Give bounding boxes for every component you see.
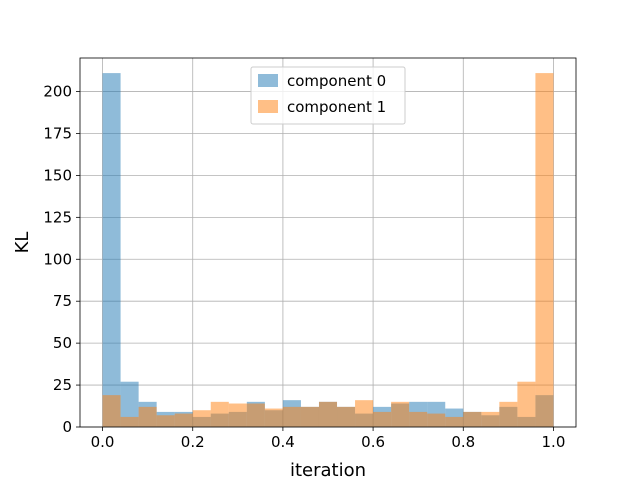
histogram-bar-component-1 [156,415,175,427]
histogram-bar-component-1 [282,406,301,427]
histogram-bar-component-1 [481,411,500,427]
y-tick-label: 150 [43,166,72,184]
histogram-bar-component-1 [264,408,283,427]
histogram-bar-component-1 [373,411,392,427]
histogram-bar-component-1 [174,413,193,427]
histogram-bar-component-1 [391,401,410,427]
axis-ticks: 0.0 0.2 0.4 0.6 0.8 1.0 0 25 50 75 100 125 150 175 200 [43,83,565,451]
x-tick-label: 0.2 [181,433,205,451]
x-tick-label: 0.8 [451,433,475,451]
histogram-bar-component-1 [246,403,265,427]
x-tick-label: 0.0 [91,433,115,451]
histogram-bar-component-0 [120,381,139,427]
histogram-bar-component-1 [120,416,139,427]
y-tick-label: 25 [53,376,72,394]
legend-label: component 0 [287,72,386,90]
histogram-bar-component-1 [318,401,338,427]
histogram-bar-component-1 [427,413,446,427]
histogram-bar-component-1 [210,401,229,427]
y-axis-label: KL [12,232,33,254]
y-tick-label: 200 [43,83,72,101]
x-tick-label: 1.0 [542,433,566,451]
histogram-bar-component-1 [517,381,536,427]
histogram-bar-component-1 [337,406,356,427]
histogram-bar-component-1 [445,416,464,427]
histogram-bar-component-0 [102,73,121,427]
histogram-bars [102,73,554,427]
x-tick-label: 0.6 [361,433,385,451]
histogram-bar-component-1 [300,406,319,427]
y-tick-label: 125 [43,208,72,226]
histogram-bar-component-1 [102,395,121,427]
x-axis-label: iteration [290,460,366,480]
y-tick-label: 175 [43,124,72,142]
legend-swatch [258,74,278,87]
legend-swatch [258,100,278,113]
histogram-bar-component-1 [355,400,374,427]
legend-label: component 1 [287,98,386,116]
histogram-bar-component-1 [409,411,428,427]
x-tick-label: 0.4 [271,433,295,451]
histogram-bar-component-1 [463,411,482,427]
y-tick-label: 100 [43,250,72,268]
legend-box [250,66,406,125]
y-tick-label: 75 [53,292,72,310]
y-tick-label: 50 [53,334,72,352]
legend: component 0 component 1 [250,66,406,125]
histogram-bar-component-1 [499,401,518,427]
histogram-bar-component-1 [138,406,157,427]
histogram-bar-component-1 [192,410,211,427]
histogram-bar-component-1 [228,403,247,427]
plot-frame [79,57,577,428]
histogram-bar-component-1 [535,73,554,427]
y-tick-label: 0 [62,418,72,436]
